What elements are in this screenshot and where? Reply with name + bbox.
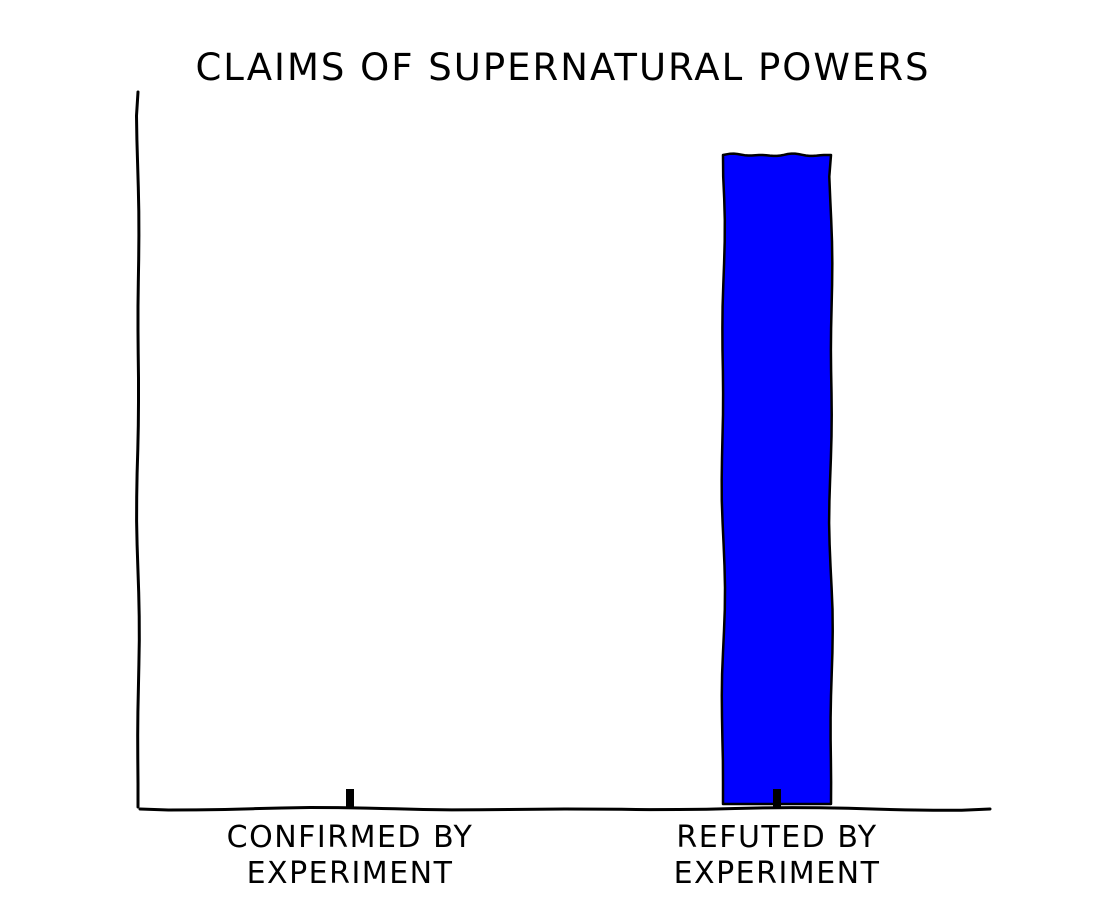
bar-1 bbox=[720, 152, 834, 806]
x-tick-label-0-0: CONFIRMED BY bbox=[227, 820, 474, 855]
x-tick-0 bbox=[346, 789, 354, 807]
x-tick-label-0-1: EXPERIMENT bbox=[247, 856, 454, 891]
y-axis bbox=[134, 90, 141, 809]
x-tick-label-1-1: EXPERIMENT bbox=[674, 856, 881, 891]
x-tick-label-1-0: REFUTED BY bbox=[676, 820, 877, 855]
x-tick-1 bbox=[773, 789, 781, 807]
x-axis bbox=[138, 805, 992, 812]
chart-title: CLAIMS OF SUPERNATURAL POWERS bbox=[195, 46, 930, 89]
